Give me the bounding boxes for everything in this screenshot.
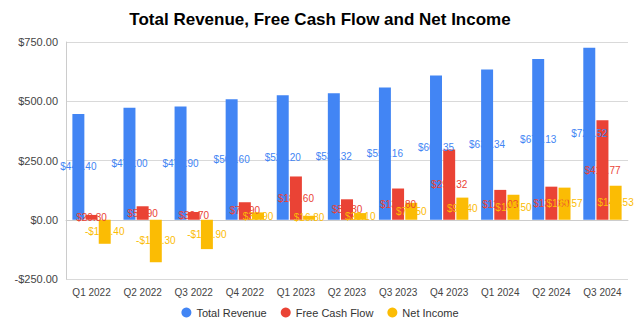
svg-text:Q2 2023: Q2 2023 <box>328 287 367 298</box>
svg-text:Q1 2023: Q1 2023 <box>277 287 316 298</box>
svg-text:$182.60: $182.60 <box>278 193 315 204</box>
svg-text:Free Cash Flow: Free Cash Flow <box>296 307 374 319</box>
svg-text:$131.80: $131.80 <box>380 198 417 210</box>
svg-text:Q2 2024: Q2 2024 <box>532 287 571 298</box>
svg-text:$71.50: $71.50 <box>396 206 427 217</box>
svg-text:$750.00: $750.00 <box>18 36 58 48</box>
svg-text:Q2 2022: Q2 2022 <box>123 287 162 298</box>
svg-text:$558.16: $558.16 <box>367 148 404 159</box>
svg-text:Total Revenue: Total Revenue <box>196 307 266 319</box>
svg-text:$135.57: $135.57 <box>546 198 583 209</box>
svg-text:$86.30: $86.30 <box>331 204 363 215</box>
svg-text:$477.90: $477.90 <box>162 158 199 169</box>
svg-text:$105.50: $105.50 <box>495 202 532 213</box>
svg-text:Q4 2023: Q4 2023 <box>430 287 469 298</box>
svg-text:Q3 2024: Q3 2024 <box>583 287 622 298</box>
svg-text:-$250.00: -$250.00 <box>15 273 58 285</box>
svg-text:$725.52: $725.52 <box>571 128 608 139</box>
svg-text:-$123.90: -$123.90 <box>187 229 227 240</box>
svg-text:$93.40: $93.40 <box>447 203 478 214</box>
svg-text:$56.90: $56.90 <box>127 208 158 219</box>
svg-text:-$101.40: -$101.40 <box>85 226 125 237</box>
svg-text:$32.70: $32.70 <box>178 210 209 221</box>
svg-text:Q1 2024: Q1 2024 <box>481 287 520 298</box>
svg-text:Q3 2023: Q3 2023 <box>379 287 418 298</box>
svg-text:$533.32: $533.32 <box>316 151 353 162</box>
svg-text:$28.10: $28.10 <box>345 211 376 222</box>
svg-text:Total Revenue, Free Cash Flow: Total Revenue, Free Cash Flow and Net In… <box>129 10 510 29</box>
svg-text:$508.60: $508.60 <box>214 154 251 165</box>
svg-text:$0.00: $0.00 <box>30 214 58 226</box>
svg-text:$143.53: $143.53 <box>598 197 635 208</box>
svg-text:$634.34: $634.34 <box>469 139 506 150</box>
svg-text:$419.77: $419.77 <box>584 165 621 176</box>
svg-text:$473.00: $473.00 <box>111 158 148 169</box>
svg-text:$16.80: $16.80 <box>294 212 325 223</box>
svg-text:$296.32: $296.32 <box>431 179 468 190</box>
svg-text:$525.20: $525.20 <box>265 152 302 163</box>
svg-text:$20.30: $20.30 <box>76 212 107 223</box>
svg-text:Q4 2022: Q4 2022 <box>226 287 265 298</box>
svg-text:$250.00: $250.00 <box>18 155 58 167</box>
svg-text:$678.13: $678.13 <box>520 134 557 145</box>
svg-text:Q3 2022: Q3 2022 <box>175 287 214 298</box>
svg-text:-$179.30: -$179.30 <box>136 235 176 246</box>
svg-text:Q1 2022: Q1 2022 <box>72 287 111 298</box>
svg-text:$500.00: $500.00 <box>18 95 58 107</box>
svg-text:$30.90: $30.90 <box>243 211 274 222</box>
svg-text:$608.35: $608.35 <box>418 142 455 153</box>
svg-text:Net Income: Net Income <box>402 307 458 319</box>
svg-text:$446.40: $446.40 <box>60 161 97 172</box>
